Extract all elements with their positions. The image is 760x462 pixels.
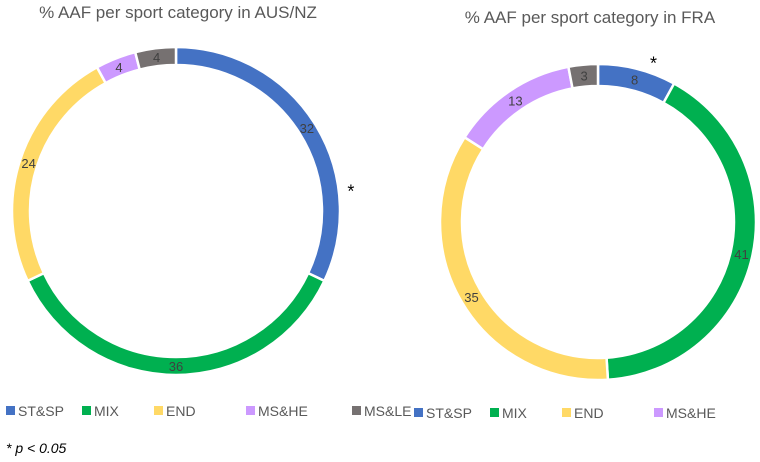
slices-fra	[438, 62, 758, 382]
legend-swatch-end	[154, 406, 163, 415]
legend-item-ms-le: MS&LE	[352, 403, 411, 419]
legend-swatch-end	[562, 408, 571, 417]
data-label-ms-le: 4	[153, 50, 160, 65]
legend-item-mix: MIX	[82, 403, 120, 419]
legend-swatch-ms-he	[246, 406, 255, 415]
legend-label-mix: MIX	[94, 403, 120, 419]
data-label-st-sp: 8	[631, 73, 638, 88]
significance-footnote: * p < 0.05	[6, 440, 67, 456]
data-label-mix: 41	[734, 247, 748, 262]
donut-chart-fra: % AAF per sport category in FRA 8 * 41 35 13…	[414, 8, 758, 421]
slice-st-sp	[174, 45, 342, 283]
slice-end	[10, 65, 108, 283]
data-label-end: 24	[21, 156, 35, 171]
slice-end	[438, 135, 610, 382]
data-label-ms-he: 13	[508, 93, 522, 108]
slices-aus-nz	[10, 45, 342, 377]
legend-label-end: END	[166, 403, 196, 419]
slice-ms-le	[566, 62, 600, 90]
data-label-ms-he: 4	[115, 60, 122, 75]
chart-title-aus-nz: % AAF per sport category in AUS/NZ	[39, 3, 317, 22]
legend-label-ms-he: MS&HE	[258, 403, 308, 419]
legend-swatch-mix	[82, 406, 91, 415]
legend-swatch-st-sp	[414, 408, 423, 417]
legend-label-ms-le: MS&LE	[364, 403, 411, 419]
legend-swatch-st-sp	[6, 406, 15, 415]
legend-item-end: END	[154, 403, 196, 419]
data-label-end: 35	[464, 290, 478, 305]
legend-item-st-sp: ST&SP	[414, 405, 472, 421]
significance-mark-st-sp: *	[650, 53, 657, 73]
legend-item-mix: MIX	[490, 405, 528, 421]
legend-item-st-sp: ST&SP	[6, 403, 64, 419]
legend-item-ms-he: MS&HE	[246, 403, 308, 419]
legend-swatch-ms-le	[352, 406, 361, 415]
significance-mark-st-sp: *	[347, 181, 354, 201]
legend-item-ms-he: MS&HE	[654, 405, 716, 421]
data-label-ms-le: 3	[581, 69, 588, 84]
legend-label-end: END	[574, 405, 604, 421]
legend-aus-nz: ST&SP MIX END MS&HE MS&LE	[6, 403, 411, 419]
legend-swatch-mix	[490, 408, 499, 417]
slice-mix	[605, 81, 758, 382]
legend-label-ms-he: MS&HE	[666, 405, 716, 421]
slice-labels-aus-nz: 32 * 36 24 4 4	[21, 50, 354, 374]
chart-title-fra: % AAF per sport category in FRA	[465, 8, 716, 27]
donut-chart-aus-nz: % AAF per sport category in AUS/NZ 32 * 36…	[6, 3, 411, 419]
slice-labels-fra: 8 * 41 35 13 3	[464, 53, 748, 304]
data-label-st-sp: 32	[300, 121, 314, 136]
data-label-mix: 36	[169, 359, 183, 374]
legend-item-end: END	[562, 405, 604, 421]
slice-ms-le	[133, 45, 178, 72]
legend-swatch-ms-he	[654, 408, 663, 417]
legend-label-st-sp: ST&SP	[18, 403, 64, 419]
legend-label-st-sp: ST&SP	[426, 405, 472, 421]
legend-label-mix: MIX	[502, 405, 528, 421]
